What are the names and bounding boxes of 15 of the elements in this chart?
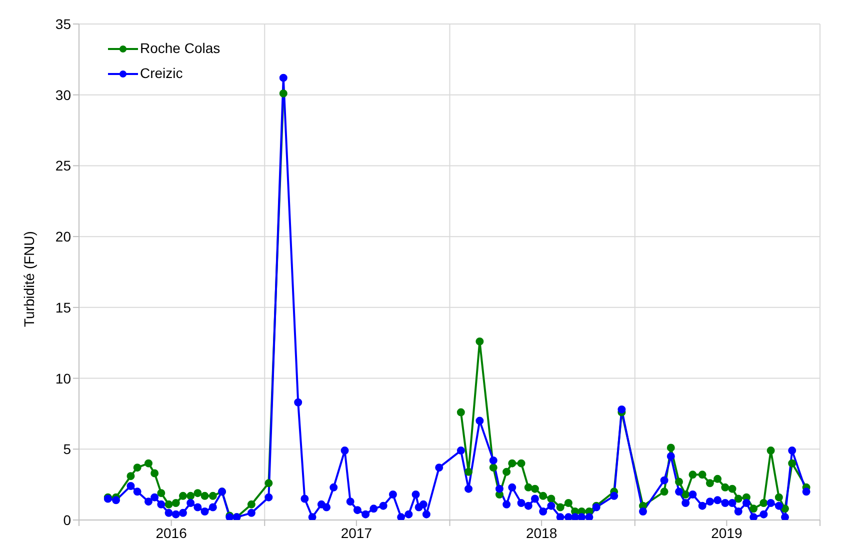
- y-tick-label: 20: [55, 228, 72, 245]
- x-tick-label: 2019: [711, 524, 742, 541]
- legend-label: Creizic: [140, 64, 183, 83]
- legend-label: Roche Colas: [140, 39, 220, 58]
- y-tick-label: 15: [55, 299, 72, 316]
- y-axis-title: Turbidité (FNU): [20, 231, 37, 327]
- y-tick-label: 10: [55, 370, 72, 386]
- y-tick-label: 30: [55, 86, 72, 103]
- x-tick-label: 2016: [156, 524, 188, 541]
- y-tick-label: 5: [63, 441, 72, 458]
- x-tick-label: 2018: [526, 524, 558, 541]
- x-tick-label: 2017: [340, 524, 372, 541]
- y-tick-label: 25: [55, 158, 72, 174]
- y-tick-label: 35: [55, 16, 72, 32]
- y-tick-label: 0: [63, 512, 72, 528]
